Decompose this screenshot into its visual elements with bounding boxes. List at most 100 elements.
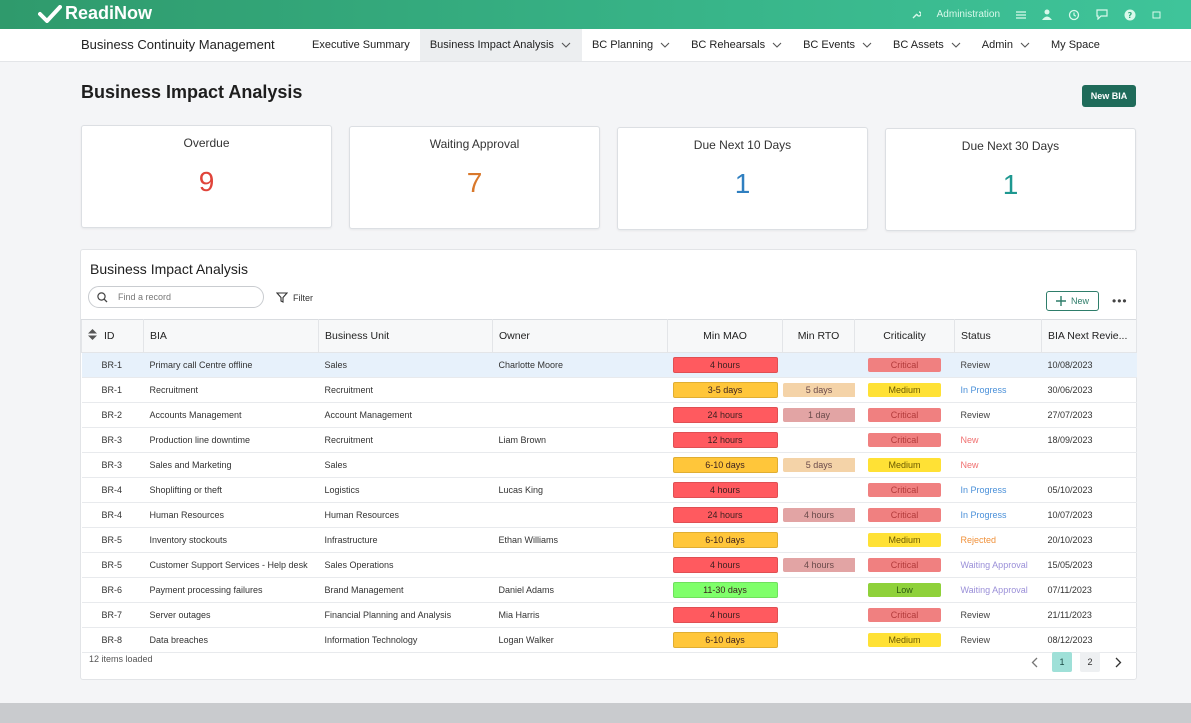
table-row[interactable]: BR-5 Inventory stockouts Infrastructure Eth…	[81, 527, 1137, 553]
page-2-button[interactable]: 2	[1080, 652, 1100, 672]
min-mao-badge: 6-10 days	[672, 457, 778, 473]
chevron-down-icon[interactable]	[560, 39, 572, 51]
cell-next-review: 27/07/2023	[1041, 402, 1137, 428]
cell-next-review	[1041, 452, 1137, 478]
cell-next-review: 08/12/2023	[1041, 627, 1137, 653]
nav-item-bc-assets[interactable]: BC Assets	[883, 29, 972, 61]
items-loaded-count: 12 items loaded	[89, 654, 153, 664]
nav-item-business-impact-analysis[interactable]: Business Impact Analysis	[419, 29, 582, 61]
cell-id: BR-3	[81, 452, 144, 478]
chevron-down-icon[interactable]	[659, 39, 671, 51]
chevron-down-icon[interactable]	[771, 39, 783, 51]
cell-business-unit: Sales	[318, 352, 493, 378]
cell-next-review: 20/10/2023	[1041, 527, 1137, 553]
cell-owner	[492, 402, 668, 428]
criticality-cell: Critical	[854, 552, 955, 578]
criticality-badge: Medium	[868, 633, 941, 647]
table-row[interactable]: BR-4 Human Resources Human Resources 24 hou…	[81, 502, 1137, 528]
table-row[interactable]: BR-1 Primary call Centre offline Sales Char…	[81, 352, 1137, 378]
administration-link[interactable]: Administration	[936, 9, 1000, 20]
criticality-cell: Medium	[854, 377, 955, 403]
user-icon[interactable]	[1042, 9, 1052, 20]
table-row[interactable]: BR-5 Customer Support Services - Help des…	[81, 552, 1137, 578]
wrench-icon[interactable]	[911, 10, 921, 20]
criticality-cell: Medium	[854, 452, 955, 478]
table-row[interactable]: BR-2 Accounts Management Account Managemen…	[81, 402, 1137, 428]
col-header-criticality[interactable]: Criticality	[854, 319, 955, 353]
cell-bia: Primary call Centre offline	[143, 352, 319, 378]
cell-bia: Payment processing failures	[143, 577, 319, 603]
chevron-down-icon[interactable]	[1019, 39, 1031, 51]
nav-item-executive-summary[interactable]: Executive Summary	[302, 29, 420, 61]
cell-business-unit: Human Resources	[318, 502, 493, 528]
due-10-days-card[interactable]: Due Next 10 Days 1	[617, 127, 868, 230]
cell-id: BR-1	[81, 352, 144, 378]
criticality-badge: Critical	[868, 608, 941, 622]
expand-icon[interactable]	[1152, 11, 1161, 19]
min-mao-cell: 24 hours	[667, 502, 783, 528]
logo[interactable]: ReadiNow	[38, 3, 152, 24]
top-right-tools: Administration ?	[911, 0, 1161, 29]
table-row[interactable]: BR-6 Payment processing failures Brand Man…	[81, 577, 1137, 603]
sort-icon[interactable]	[88, 329, 97, 343]
cell-bia: Recruitment	[143, 377, 319, 403]
history-icon[interactable]	[1068, 9, 1080, 21]
nav-item-bc-rehearsals[interactable]: BC Rehearsals	[681, 29, 793, 61]
cell-owner	[492, 452, 668, 478]
cell-status: Review	[954, 352, 1042, 378]
next-page-icon[interactable]	[1108, 652, 1128, 672]
col-header-id[interactable]: ID	[81, 319, 144, 353]
overdue-card[interactable]: Overdue 9	[81, 125, 332, 228]
col-header-next-review[interactable]: BIA Next Revie...	[1041, 319, 1137, 353]
nav-item-my-space[interactable]: My Space	[1041, 29, 1110, 61]
new-bia-button[interactable]: New BIA	[1082, 85, 1136, 107]
col-header-bia[interactable]: BIA	[143, 319, 319, 353]
min-mao-cell: 11-30 days	[667, 577, 783, 603]
prev-page-icon[interactable]	[1024, 652, 1044, 672]
nav-item-admin[interactable]: Admin	[972, 29, 1041, 61]
min-rto-cell	[782, 627, 855, 653]
new-label: New	[1070, 296, 1089, 306]
card-value: 9	[198, 166, 215, 197]
page-1-button[interactable]: 1	[1052, 652, 1072, 672]
min-mao-cell: 6-10 days	[667, 627, 783, 653]
table-row[interactable]: BR-7 Server outages Financial Planning and…	[81, 602, 1137, 628]
col-header-business-unit[interactable]: Business Unit	[318, 319, 493, 353]
cell-next-review: 10/07/2023	[1041, 502, 1137, 528]
new-record-button[interactable]: New	[1046, 291, 1099, 311]
table-row[interactable]: BR-4 Shoplifting or theft Logistics Lucas K…	[81, 477, 1137, 503]
criticality-badge: Critical	[868, 558, 941, 572]
col-header-owner[interactable]: Owner	[492, 319, 668, 353]
waiting-approval-card[interactable]: Waiting Approval 7	[349, 126, 600, 229]
min-rto-cell	[782, 477, 855, 503]
app-title[interactable]: Business Continuity Management	[81, 37, 275, 52]
col-header-min-mao[interactable]: Min MAO	[667, 319, 783, 353]
due-30-days-card[interactable]: Due Next 30 Days 1	[885, 128, 1136, 231]
col-header-min-rto[interactable]: Min RTO	[782, 319, 855, 353]
nav-item-bc-planning[interactable]: BC Planning	[582, 29, 681, 61]
cell-owner: Ethan Williams	[492, 527, 668, 553]
cell-id: BR-6	[81, 577, 144, 603]
table-row[interactable]: BR-1 Recruitment Recruitment 3-5 days 5 days…	[81, 377, 1137, 403]
criticality-cell: Low	[854, 577, 955, 603]
chat-icon[interactable]	[1096, 9, 1108, 20]
cell-status: Review	[954, 627, 1042, 653]
cell-id: BR-4	[81, 477, 144, 503]
more-options-icon[interactable]: •••	[1112, 294, 1128, 308]
table-row[interactable]: BR-8 Data breaches Information Technology L…	[81, 627, 1137, 653]
chevron-down-icon[interactable]	[861, 39, 873, 51]
search-box[interactable]	[88, 286, 264, 308]
col-header-status[interactable]: Status	[954, 319, 1042, 353]
card-value: 1	[1002, 169, 1019, 200]
table-row[interactable]: BR-3 Sales and Marketing Sales 6-10 days 5 d…	[81, 452, 1137, 478]
filter-button[interactable]: Filter	[276, 292, 313, 303]
table-row[interactable]: BR-3 Production line downtime Recruitment L…	[81, 427, 1137, 453]
search-input[interactable]	[116, 291, 250, 303]
menu-icon[interactable]	[1016, 10, 1026, 19]
chevron-down-icon[interactable]	[950, 39, 962, 51]
cell-next-review: 05/10/2023	[1041, 477, 1137, 503]
nav-item-bc-events[interactable]: BC Events	[793, 29, 883, 61]
table-body: BR-1 Primary call Centre offline Sales Char…	[81, 352, 1137, 653]
nav-items: Executive Summary Business Impact Analysi…	[302, 29, 1110, 61]
help-icon[interactable]: ?	[1124, 9, 1136, 21]
